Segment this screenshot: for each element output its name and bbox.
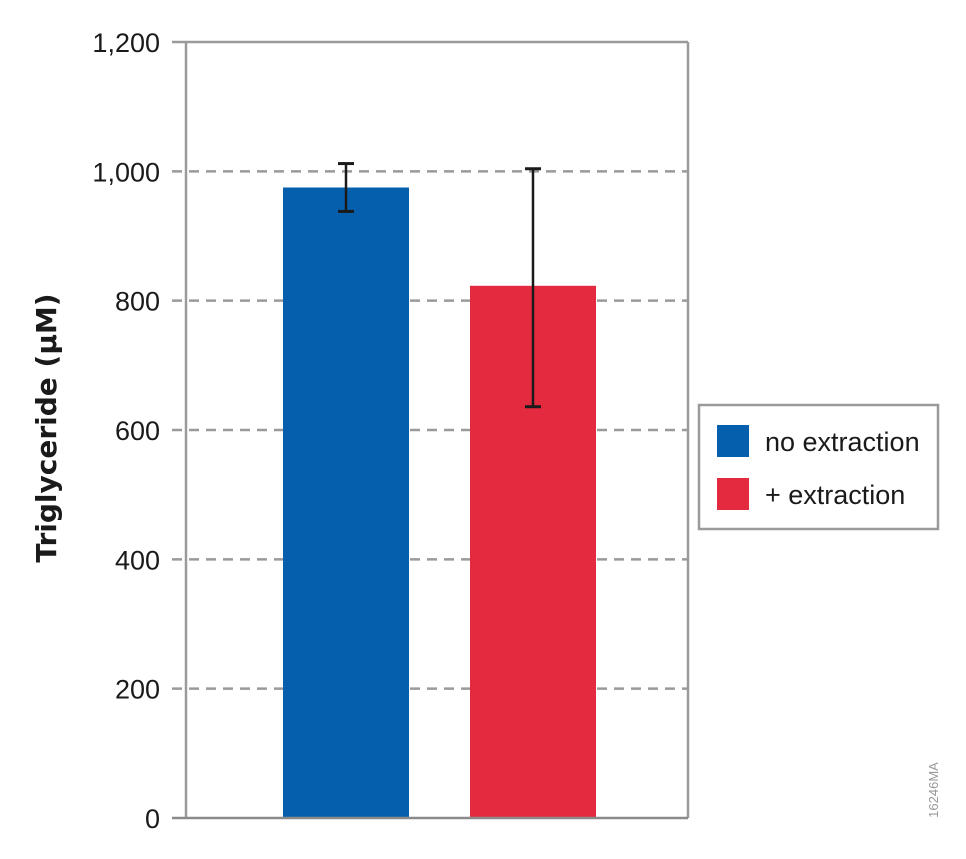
bars xyxy=(283,187,596,818)
figure-id: 16246MA xyxy=(926,762,941,818)
legend: no extraction + extraction xyxy=(697,403,940,531)
legend-swatch xyxy=(717,478,749,510)
y-tick-label: 800 xyxy=(115,287,160,317)
y-tick-labels: 0 200 400 600 800 1,000 1,200 xyxy=(92,28,160,834)
legend-label: no extraction xyxy=(765,427,920,457)
y-axis-label: Triglyceride (µM) xyxy=(30,293,63,562)
y-tick-label: 0 xyxy=(145,804,160,834)
legend-box xyxy=(697,403,940,531)
error-bars xyxy=(338,162,541,409)
y-tick-label: 1,200 xyxy=(92,28,160,58)
bar-no-extraction xyxy=(283,187,409,818)
error-bar xyxy=(338,162,354,213)
gridlines xyxy=(172,170,688,690)
y-tick-label: 1,000 xyxy=(92,157,160,187)
y-tick-label: 600 xyxy=(115,416,160,446)
axes xyxy=(172,40,690,820)
y-tick-label: 200 xyxy=(115,675,160,705)
y-tick-label: 400 xyxy=(115,545,160,575)
legend-label: + extraction xyxy=(765,480,905,510)
error-bar xyxy=(525,167,541,409)
legend-swatch xyxy=(717,425,749,457)
